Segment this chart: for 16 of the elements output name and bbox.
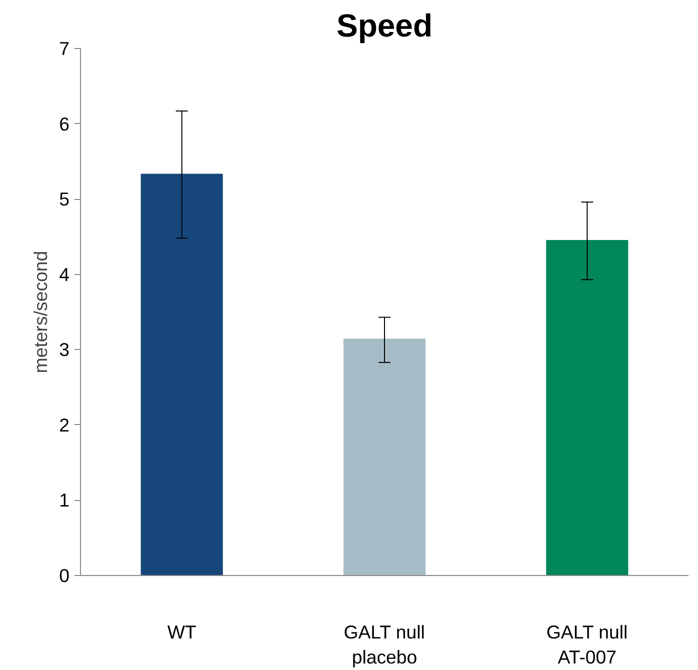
y-tick-label: 1 [59, 490, 70, 511]
x-tick-label: WT [167, 622, 196, 642]
y-tick-label: 6 [59, 113, 70, 134]
y-tick-label: 3 [59, 339, 70, 360]
bar [140, 174, 223, 576]
bar [343, 338, 426, 576]
y-tick-label: 2 [59, 414, 70, 436]
y-axis-title: meters/second [30, 250, 52, 374]
y-tick-label: 5 [59, 188, 70, 210]
chart-title: Speed [336, 8, 433, 44]
y-tick-label: 0 [59, 565, 70, 586]
y-tick-label: 4 [59, 264, 70, 285]
y-tick-label: 7 [59, 38, 70, 59]
x-tick-label: GALT null placebo [344, 622, 425, 668]
x-tick-label: GALT null AT-007 [546, 622, 628, 668]
bar [546, 240, 628, 576]
